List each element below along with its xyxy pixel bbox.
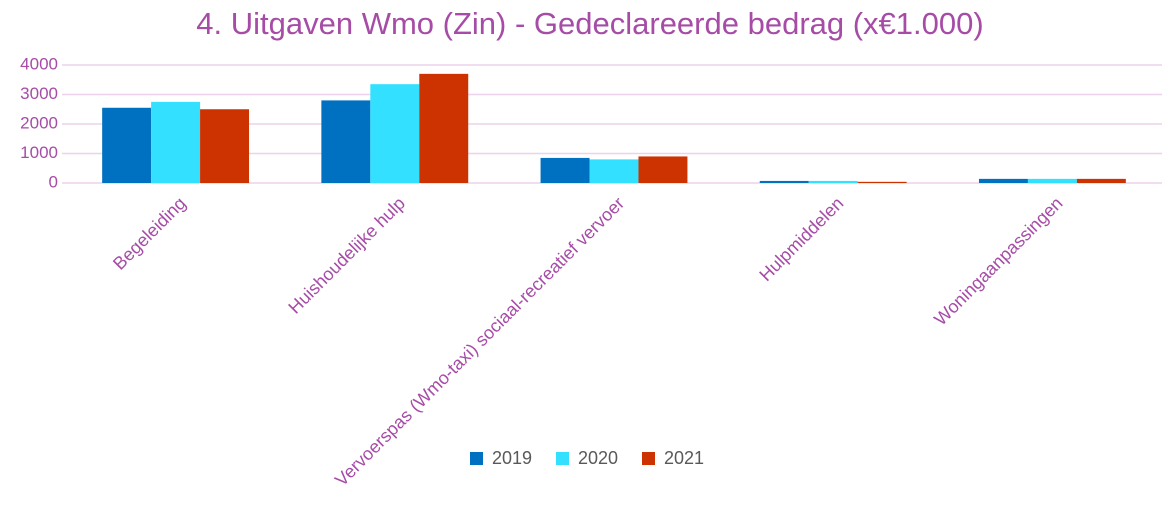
x-tick-label: Begeleiding [109,193,190,274]
y-tick-label: 4000 [20,54,58,73]
x-tick-label: Hulpmiddelen [755,193,847,285]
bar [151,101,201,183]
bar [1027,178,1077,183]
legend-label: 2019 [492,448,532,468]
bar [419,73,469,183]
bar [1076,178,1126,183]
legend-label: 2021 [664,448,704,468]
x-tick-label: Huishoudelijke hulp [284,193,409,318]
bar [759,180,809,183]
bar [102,107,152,183]
bar [200,109,250,183]
y-tick-label: 0 [49,172,58,191]
legend-swatch [642,452,655,465]
legend-label: 2020 [578,448,618,468]
bar [638,156,688,183]
y-tick-label: 2000 [20,113,58,132]
y-tick-label: 3000 [20,84,58,103]
bar [978,178,1028,183]
bar [540,157,590,183]
bar [370,84,420,183]
bar [321,100,371,183]
bar [808,180,858,183]
chart-title: 4. Uitgaven Wmo (Zin) - Gedeclareerde be… [196,6,983,41]
x-tick-label: Woningaanpassingen [930,193,1066,329]
bar [857,181,907,183]
y-tick-label: 1000 [20,143,58,162]
bar [589,159,639,183]
legend-swatch [556,452,569,465]
legend-swatch [470,452,483,465]
